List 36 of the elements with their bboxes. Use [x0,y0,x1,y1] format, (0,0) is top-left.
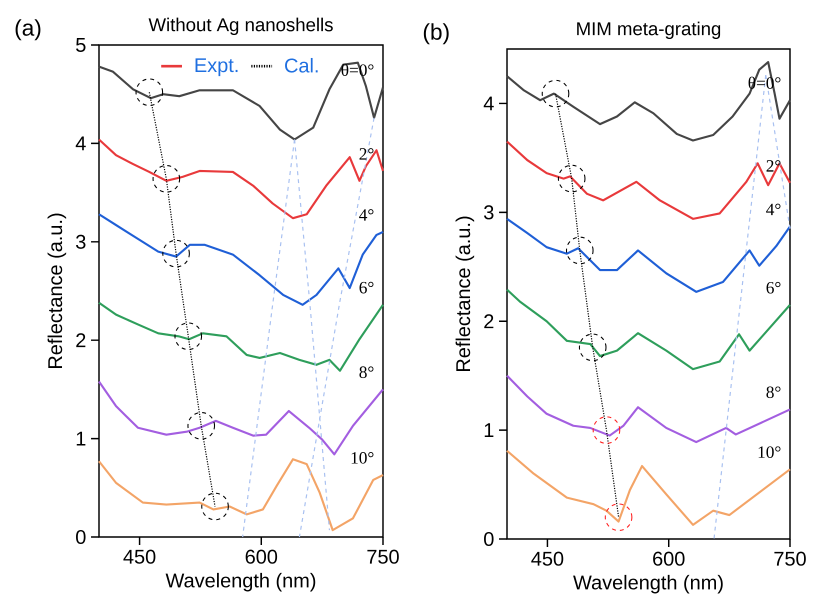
y-axis-title: Reflectance (a.u.) [48,214,66,368]
legend-label: Expt. [196,58,238,76]
annotation: 8° [766,386,780,398]
annotation: 6° [766,282,780,294]
annotation: 6° [360,282,374,294]
x-tick-label: 450 [123,550,156,564]
legend-label: Cal. [285,58,318,73]
x-axis-title: Wavelength (nm) [166,572,316,592]
y-tick-label: 5 [76,38,86,52]
annotation: 10° [758,446,780,458]
x-tick-label: 600 [246,550,278,564]
y-tick-label: 3 [76,234,86,249]
x-tick-label: 750 [367,550,399,564]
y-tick-label: 4 [484,96,494,110]
y-axis-title: Reflectance (a.u.) [456,216,474,372]
annotation: 4° [359,209,374,221]
y-tick-label: 2 [76,333,86,348]
y-tick-label: 4 [76,136,86,150]
text: (a) [16,19,40,40]
text: (b) [424,23,449,44]
annotation: 10° [352,452,374,464]
y-tick-label: 3 [484,205,494,220]
x-tick-label: 600 [653,552,685,566]
y-tick-label: 0 [76,530,86,544]
x-axis-title: Wavelength (nm) [573,574,723,594]
annotation: 2° [360,148,374,160]
y-tick-label: 1 [76,432,86,446]
x-tick-label: 450 [531,552,564,566]
y-tick-label: 0 [484,532,494,546]
annotation: 8° [359,366,374,378]
y-tick-label: 2 [484,314,494,328]
x-tick-label: 750 [774,552,806,566]
annotation: 4° [766,204,780,216]
chart-title: Without Ag nanoshells [148,18,333,35]
chart-title: MIM meta-grating [577,22,720,39]
y-tick-label: 1 [484,423,494,437]
